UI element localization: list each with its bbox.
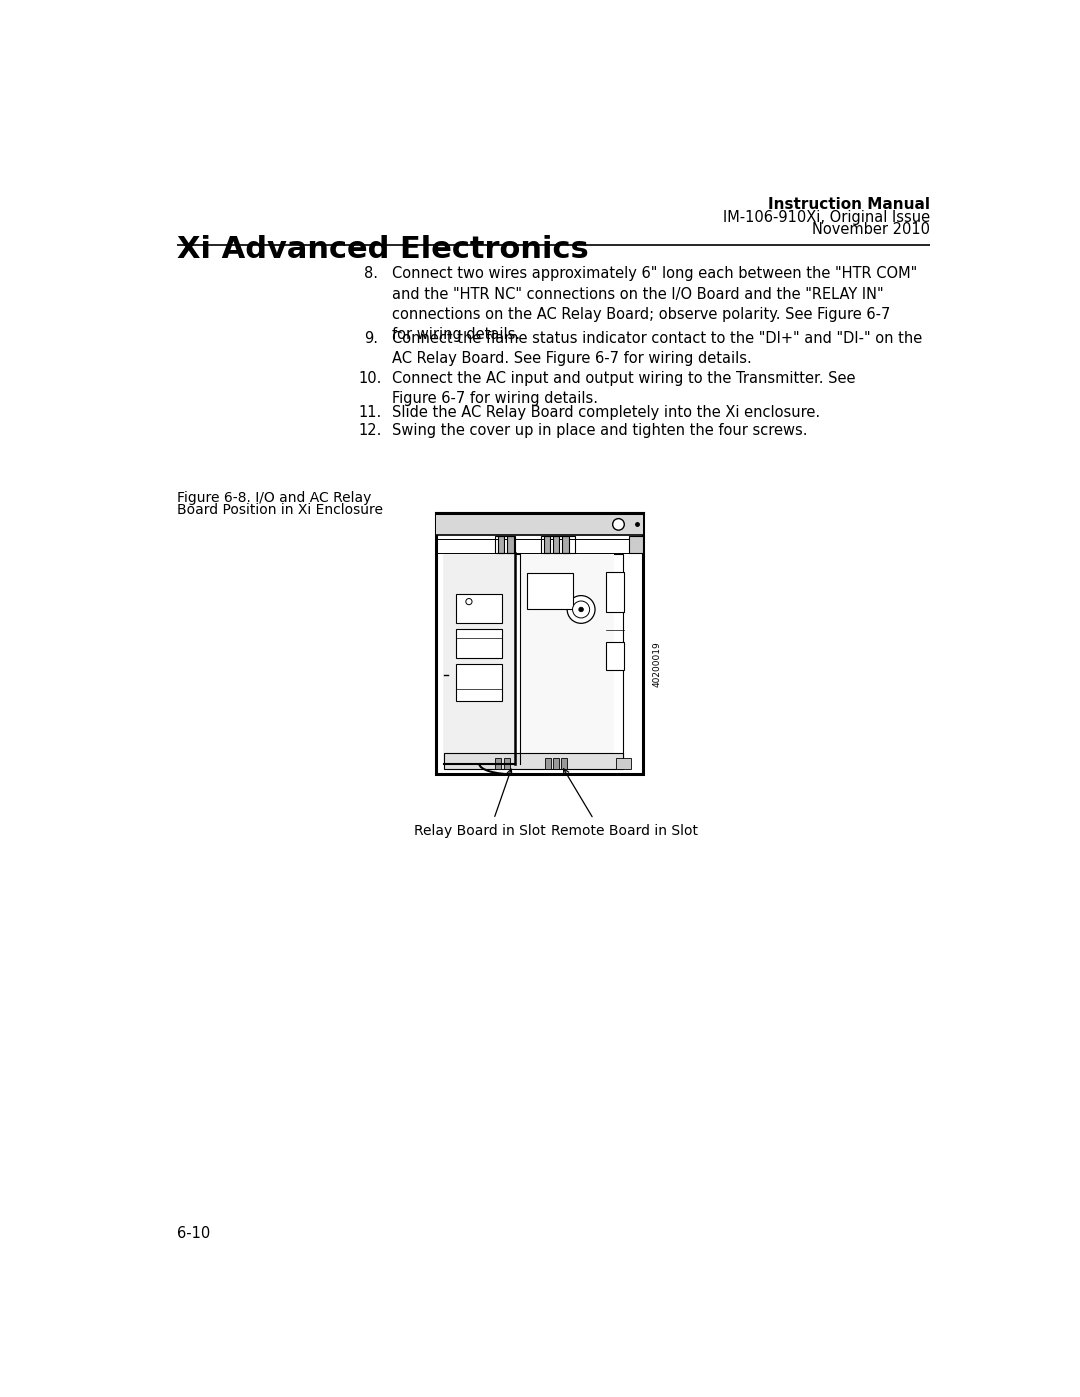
Bar [435,513,644,535]
Text: Connect two wires approximately 6" long each between the "HTR COM"
and the "HTR : Connect two wires approximately 6" long … [392,267,918,342]
Bar [553,536,559,553]
Bar [562,757,567,768]
Text: Instruction Manual: Instruction Manual [768,197,930,212]
Text: Connect the AC input and output wiring to the Transmitter. See
Figure 6-7 for wi: Connect the AC input and output wiring t… [392,372,855,407]
Bar [457,665,502,701]
Bar [504,757,510,768]
Bar [457,629,502,658]
Text: 40200019: 40200019 [652,641,662,687]
Text: 9.: 9. [364,331,378,346]
Text: 6-10: 6-10 [177,1227,211,1242]
Text: 11.: 11. [359,405,381,420]
Bar [606,643,623,669]
Bar [543,536,550,553]
Text: Figure 6-8. I/O and AC Relay: Figure 6-8. I/O and AC Relay [177,490,372,506]
Bar [444,555,623,764]
Bar [563,536,569,553]
Circle shape [579,608,583,612]
Bar [553,757,558,768]
Bar [606,571,623,612]
Text: Connect the flame status indicator contact to the "DI+" and "DI-" on the
AC Rela: Connect the flame status indicator conta… [392,331,922,366]
FancyBboxPatch shape [435,513,644,774]
Circle shape [462,595,476,609]
Text: 10.: 10. [359,372,381,386]
Text: Xi Advanced Electronics: Xi Advanced Electronics [177,236,589,264]
Bar [498,536,504,553]
Text: Relay Board in Slot: Relay Board in Slot [414,824,545,838]
Bar [519,555,615,764]
Bar [629,536,644,553]
Bar [541,536,575,553]
Circle shape [612,518,624,529]
Bar [544,757,551,768]
Circle shape [567,595,595,623]
Text: Swing the cover up in place and tighten the four screws.: Swing the cover up in place and tighten … [392,423,808,439]
Bar [444,555,515,764]
Bar [495,757,501,768]
Circle shape [572,601,590,617]
Text: Board Position in Xi Enclosure: Board Position in Xi Enclosure [177,503,382,517]
Bar [457,594,502,623]
Bar [617,757,631,768]
Bar [527,573,572,609]
Text: November 2010: November 2010 [812,222,930,236]
Text: IM-106-910Xi, Original Issue: IM-106-910Xi, Original Issue [723,210,930,225]
Text: 12.: 12. [359,423,381,439]
Text: 8.: 8. [364,267,378,281]
Bar [508,536,514,553]
Text: Slide the AC Relay Board completely into the Xi enclosure.: Slide the AC Relay Board completely into… [392,405,821,420]
Circle shape [465,598,472,605]
Bar [495,536,515,553]
Bar [444,753,623,768]
Text: Remote Board in Slot: Remote Board in Slot [551,824,698,838]
